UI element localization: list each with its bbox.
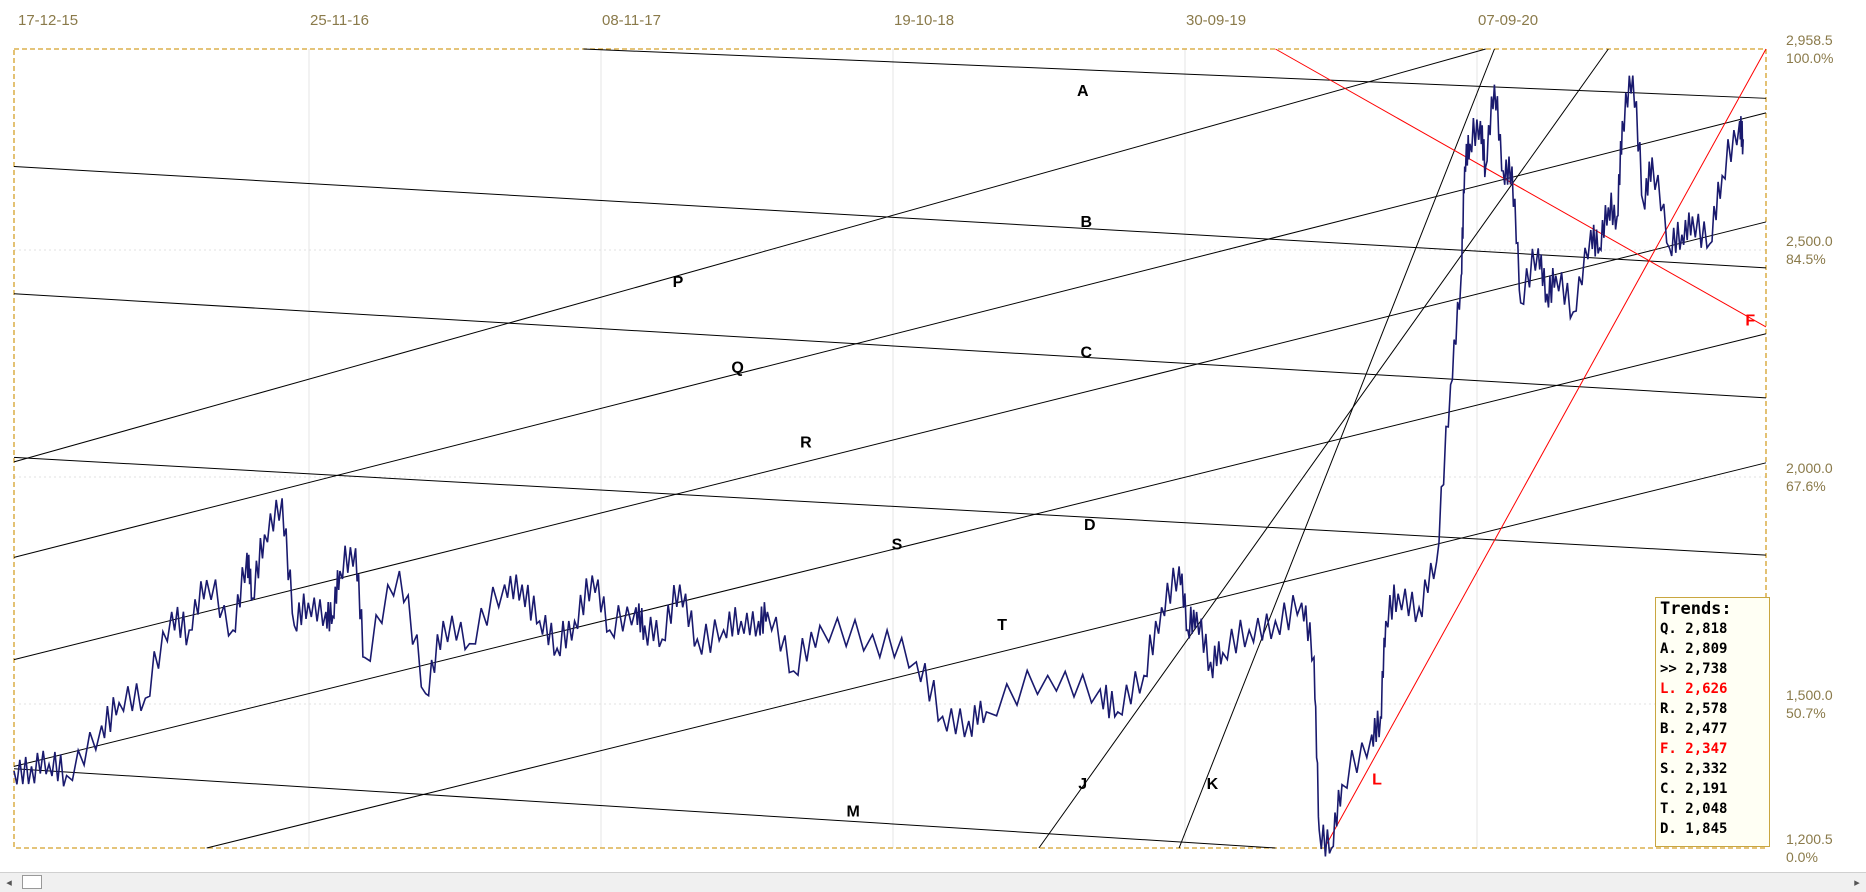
trend-label-c: C	[1080, 344, 1092, 361]
x-tick-label: 25-11-16	[310, 12, 369, 29]
trend-row: R. 2,578	[1660, 699, 1765, 719]
trend-row-value: 2,626	[1676, 681, 1728, 697]
trend-row-label: B.	[1660, 721, 1677, 737]
trend-row-label: Q.	[1660, 621, 1677, 637]
trend-row-value: 2,048	[1676, 801, 1728, 817]
trend-row-value: 2,738	[1676, 661, 1728, 677]
trend-line-f	[1275, 48, 1767, 328]
x-tick-label: 30-09-19	[1186, 12, 1246, 29]
trend-row: S. 2,332	[1660, 759, 1765, 779]
trend-row: B. 2,477	[1660, 719, 1765, 739]
trend-label-r: R	[800, 434, 812, 451]
trend-row: C. 2,191	[1660, 779, 1765, 799]
y-tick-value: 2,958.5	[1786, 32, 1833, 48]
x-tick-label: 07-09-20	[1478, 12, 1538, 29]
y-tick-percent: 50.7%	[1786, 705, 1826, 721]
trend-row-label: T.	[1660, 801, 1677, 817]
trend-row-value: 2,332	[1676, 761, 1728, 777]
trend-line-m	[13, 768, 1276, 849]
scroll-thumb[interactable]	[22, 875, 42, 889]
trend-line-d	[13, 456, 1767, 556]
trend-row-label: L.	[1660, 681, 1677, 697]
trend-label-m: M	[847, 803, 860, 820]
trend-line-l	[1324, 48, 1767, 849]
trend-label-l: L	[1372, 772, 1382, 789]
trend-row: T. 2,048	[1660, 799, 1765, 819]
scroll-left-arrow-icon[interactable]: ◂	[6, 876, 12, 889]
y-tick-value: 2,000.0	[1786, 460, 1833, 476]
y-tick-percent: 0.0%	[1786, 849, 1818, 865]
trend-line-q	[13, 112, 1767, 558]
price-line	[13, 75, 1744, 857]
y-axis-tick-labels: 2,958.5 100.0% 2,500.0 84.5% 2,000.0 67.6% 1,5…	[1786, 32, 1833, 865]
trend-row: A. 2,809	[1660, 639, 1765, 659]
trend-lines	[13, 48, 1767, 849]
trend-row-value: 2,347	[1676, 741, 1728, 757]
trend-line-a	[583, 48, 1767, 99]
trend-line-p	[13, 48, 1486, 463]
trends-list: Q. 2,818 A. 2,809 >> 2,738 L. 2,626 R. 2,578…	[1660, 619, 1765, 839]
chart-grid	[14, 49, 1766, 848]
trend-row-label: R.	[1660, 701, 1677, 717]
trend-row-value: 2,809	[1676, 641, 1728, 657]
y-tick-percent: 67.6%	[1786, 478, 1826, 494]
trend-row-label: A.	[1660, 641, 1677, 657]
trends-title: Trends:	[1660, 599, 1732, 619]
trend-row: Q. 2,818	[1660, 619, 1765, 639]
trend-label-k: K	[1207, 776, 1219, 793]
trend-row: L. 2,626	[1660, 679, 1765, 699]
y-tick-percent: 84.5%	[1786, 251, 1826, 267]
trend-label-d: D	[1084, 517, 1096, 534]
trend-row: >> 2,738	[1660, 659, 1765, 679]
x-tick-label: 08-11-17	[602, 12, 661, 29]
trend-row-label: >>	[1660, 661, 1677, 677]
trend-line-t	[206, 462, 1767, 849]
trend-row-label: C.	[1660, 781, 1677, 797]
trend-row-value: 2,477	[1676, 721, 1728, 737]
trend-row-label: F.	[1660, 741, 1677, 757]
trend-row-value: 1,845	[1676, 821, 1728, 837]
trend-row-value: 2,818	[1676, 621, 1728, 637]
scroll-right-arrow-icon[interactable]: ▸	[1854, 876, 1860, 889]
horizontal-scrollbar[interactable]: ◂ ▸	[0, 872, 1866, 892]
x-tick-label: 19-10-18	[894, 12, 954, 29]
y-tick-value: 2,500.0	[1786, 233, 1833, 249]
trend-line-labels: A B C D M P Q R S T J K L F	[673, 83, 1756, 820]
y-tick-value: 1,200.5	[1786, 831, 1833, 847]
trend-line-k	[1178, 48, 1495, 849]
trend-row-value: 2,578	[1676, 701, 1728, 717]
trend-label-b: B	[1080, 214, 1092, 231]
trend-row-label: S.	[1660, 761, 1677, 777]
trend-row-label: D.	[1660, 821, 1677, 837]
trend-line-c	[13, 293, 1767, 399]
trend-label-t: T	[997, 617, 1007, 634]
x-tick-label: 17-12-15	[18, 12, 78, 29]
trend-label-a: A	[1077, 83, 1089, 100]
trend-line-r	[13, 221, 1767, 661]
trend-label-q: Q	[731, 359, 743, 376]
x-axis-tick-labels: 17-12-15 25-11-16 08-11-17 19-10-18 30-09-19…	[18, 12, 1538, 29]
trend-row-value: 2,191	[1676, 781, 1728, 797]
trend-label-p: P	[673, 274, 684, 291]
trend-line-b	[13, 165, 1767, 269]
trend-label-f: F	[1745, 313, 1755, 330]
y-tick-value: 1,500.0	[1786, 687, 1833, 703]
trend-line-j	[1038, 48, 1609, 849]
chart-frame	[13, 48, 1767, 849]
trend-row: F. 2,347	[1660, 739, 1765, 759]
trend-row: D. 1,845	[1660, 819, 1765, 839]
trend-label-j: J	[1078, 776, 1087, 793]
trends-panel: Trends: Q. 2,818 A. 2,809 >> 2,738 L. 2,626…	[1655, 597, 1770, 847]
trend-label-s: S	[892, 537, 903, 554]
y-tick-percent: 100.0%	[1786, 50, 1833, 66]
trend-line-s	[13, 333, 1767, 767]
price-chart: 17-12-15 25-11-16 08-11-17 19-10-18 30-09-19…	[13, 12, 1833, 865]
